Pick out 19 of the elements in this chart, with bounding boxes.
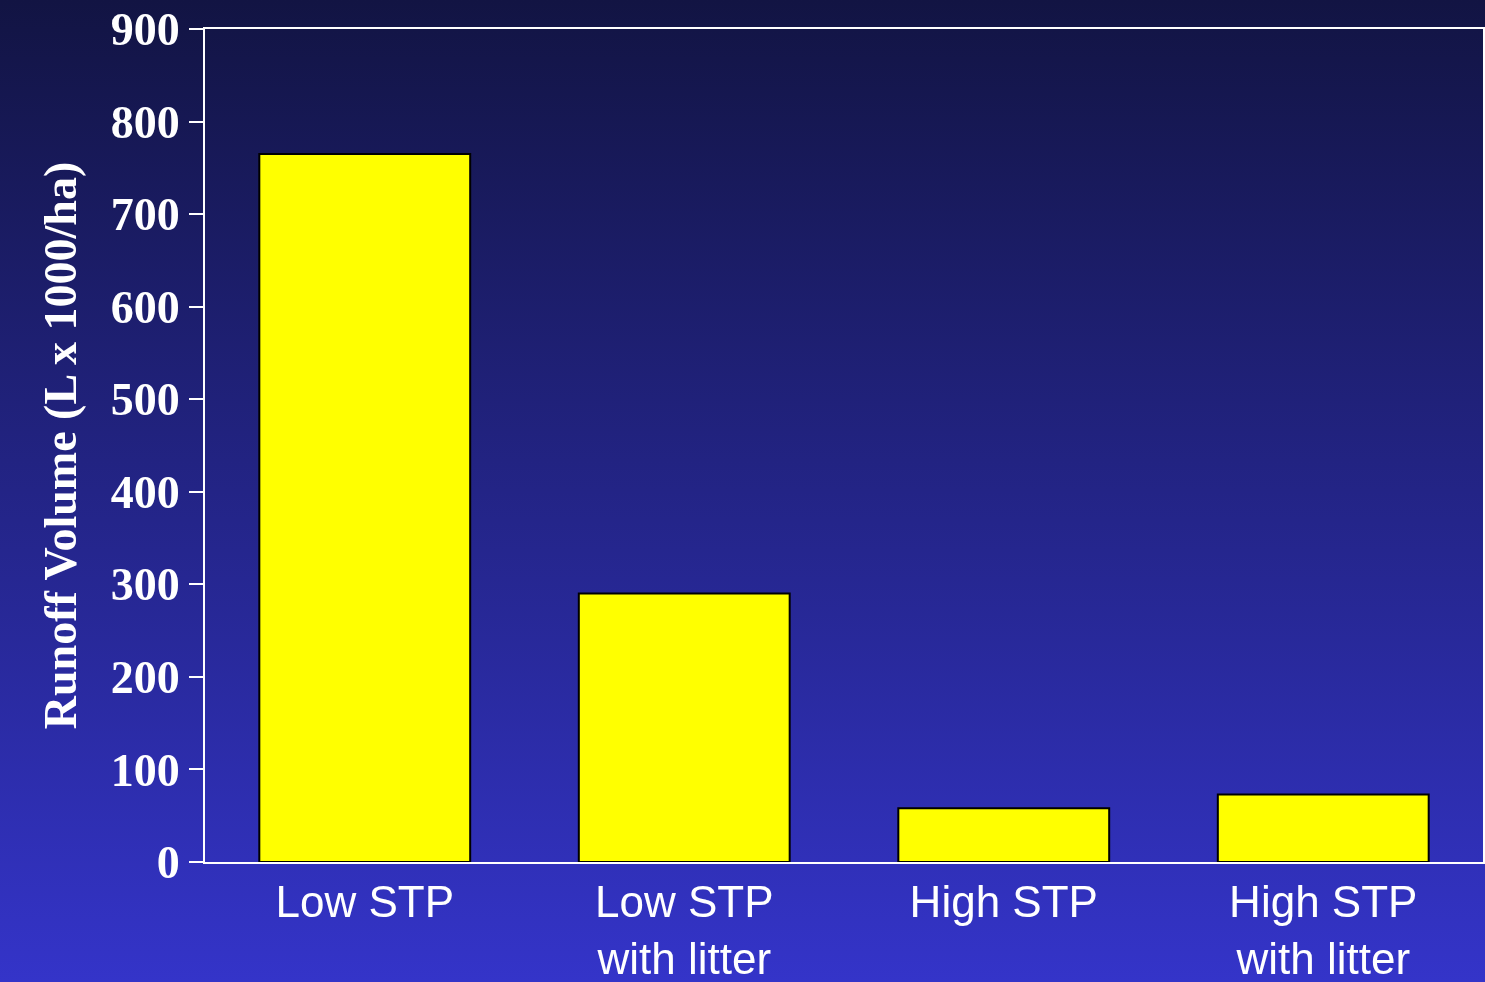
y-tick-label: 600 xyxy=(110,281,180,333)
x-tick-label: High STP xyxy=(909,876,1098,926)
y-tick-label: 500 xyxy=(110,374,180,426)
bar xyxy=(1216,793,1430,862)
x-tick-label: Low STP with litter xyxy=(594,876,774,982)
y-tick-label: 700 xyxy=(110,189,180,241)
y-axis-title: Runoff Volume (L x 1000/ha) xyxy=(34,161,86,730)
y-tick-label: 300 xyxy=(110,559,180,611)
bar xyxy=(897,807,1111,862)
x-tick-label: Low STP xyxy=(275,876,455,926)
bar xyxy=(577,592,791,862)
y-tick-label: 900 xyxy=(110,4,180,56)
y-tick-label: 800 xyxy=(110,96,180,148)
bar xyxy=(258,152,472,862)
y-tick-label: 400 xyxy=(110,466,180,518)
y-tick-label: 200 xyxy=(110,651,180,703)
y-tick-label: 0 xyxy=(156,837,180,889)
y-tick-label: 100 xyxy=(110,744,180,796)
x-tick-label: High STP with litter xyxy=(1229,876,1418,982)
